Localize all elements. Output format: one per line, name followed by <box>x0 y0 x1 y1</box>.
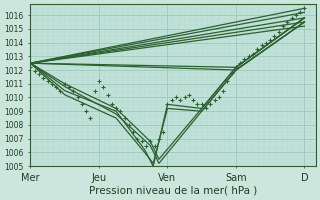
X-axis label: Pression niveau de la mer( hPa ): Pression niveau de la mer( hPa ) <box>89 186 257 196</box>
